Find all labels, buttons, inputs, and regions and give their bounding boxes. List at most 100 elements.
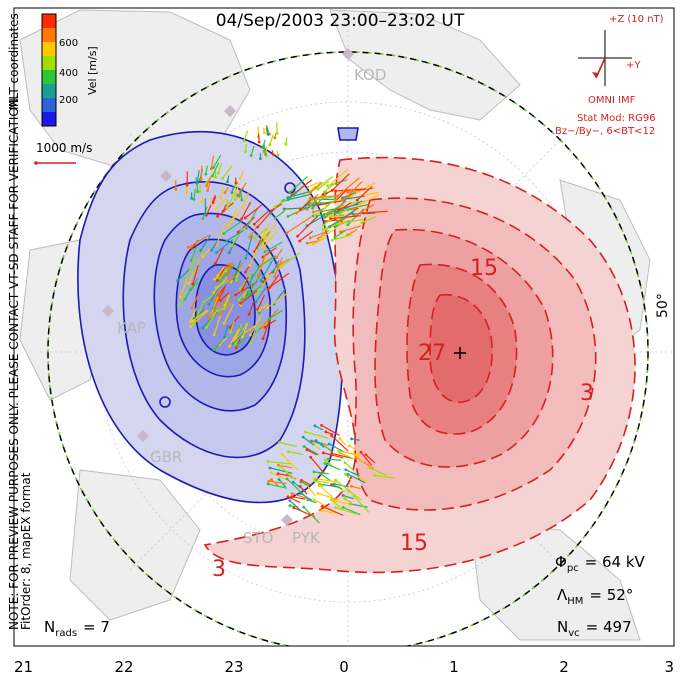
colorbar-cell [42, 70, 56, 84]
velocity-vector-origin [210, 248, 214, 252]
velocity-vector-origin [258, 311, 261, 315]
velocity-vector-origin [278, 464, 282, 468]
velocity-vector-origin [261, 145, 265, 149]
velocity-vector [317, 231, 328, 240]
velocity-vector [345, 469, 360, 477]
velocity-vector-origin [241, 288, 244, 292]
velocity-vector-origin [350, 484, 353, 488]
velocity-vector [324, 459, 334, 467]
mlt-tick-label: 2 [559, 658, 569, 674]
velocity-vector-origin [228, 326, 232, 329]
velocity-vector-origin [268, 143, 272, 147]
velocity-vector [193, 309, 205, 319]
velocity-vector-origin [261, 243, 265, 247]
velocity-vector [222, 165, 233, 179]
velocity-vector [266, 265, 284, 278]
velocity-vector-origin [200, 200, 204, 204]
station-gbr: GBR [150, 448, 182, 466]
velocity-vector [253, 210, 269, 225]
velocity-vector-origin [338, 437, 342, 440]
velocity-vector [307, 499, 317, 504]
velocity-vector [246, 274, 254, 296]
velocity-vector [300, 481, 310, 487]
velocity-vector [267, 292, 289, 309]
velocity-vector-origin [268, 317, 271, 321]
velocity-vector [353, 495, 370, 513]
velocity-vector-origin [332, 482, 336, 486]
velocity-vector-origin [191, 319, 195, 323]
velocity-vector-origin [188, 320, 192, 324]
nvc-stat: Nvc = 497 [557, 618, 632, 639]
velocity-vector-origin [242, 139, 246, 143]
velocity-vector-origin [275, 256, 278, 260]
velocity-vector [237, 336, 248, 346]
velocity-vector-origin [329, 498, 333, 502]
velocity-vector [270, 472, 286, 480]
velocity-vector [220, 291, 230, 301]
velocity-vector [255, 284, 269, 303]
velocity-vector-origin [201, 326, 205, 330]
velocity-vector-origin [214, 207, 218, 211]
velocity-vector-origin [343, 461, 347, 465]
velocity-vector [214, 288, 223, 301]
velocity-vector [215, 220, 228, 246]
velocity-vector [335, 188, 366, 192]
velocity-vector-origin [286, 198, 290, 202]
phi-pc-stat: Φpc = 64 kV [555, 553, 646, 574]
velocity-vector [314, 480, 329, 484]
velocity-vector-origin [344, 468, 348, 472]
velocity-vector [329, 209, 355, 228]
velocity-vector [235, 281, 258, 296]
velocity-vector [321, 424, 340, 436]
velocity-vector-origin [326, 185, 330, 189]
velocity-vector-origin [183, 297, 187, 301]
velocity-vector [210, 155, 215, 169]
velocity-vector-origin [286, 214, 290, 218]
velocity-vector-origin [222, 307, 226, 311]
velocity-vector [189, 282, 199, 291]
colorbar-cell [42, 42, 56, 56]
velocity-vector-origin [288, 504, 292, 508]
velocity-vector-origin [259, 279, 263, 282]
velocity-vector [239, 271, 253, 290]
velocity-vector-origin [196, 190, 200, 193]
velocity-vector-origin [334, 506, 337, 510]
velocity-vector-origin [361, 211, 365, 215]
velocity-vector-origin [276, 264, 280, 268]
velocity-vector [227, 210, 242, 226]
velocity-vector-origin [316, 491, 320, 495]
velocity-vector-origin [286, 196, 290, 200]
velocity-vector-origin [211, 166, 215, 170]
velocity-vector [328, 443, 345, 453]
velocity-vector-origin [314, 439, 318, 442]
velocity-vector-origin [299, 208, 302, 211]
velocity-vector [229, 328, 240, 347]
velocity-vector-origin [273, 205, 277, 209]
velocity-vector [324, 219, 338, 222]
velocity-vector-origin [341, 494, 345, 497]
velocity-vector-origin [213, 298, 217, 302]
velocity-vector [219, 268, 227, 280]
velocity-vector-origin [346, 190, 350, 194]
velocity-vector [231, 227, 244, 247]
velocity-vector-origin [324, 430, 328, 434]
nrads-stat: Nrads = 7 [44, 618, 110, 639]
velocity-vector-origin [305, 241, 309, 245]
mlt-coordinates-label: MLT coordinates [7, 13, 21, 110]
velocity-vector [231, 207, 238, 220]
velocity-vector-origin [326, 457, 330, 461]
velocity-vector-origin [269, 471, 273, 475]
station-pyk: PYK [292, 529, 321, 547]
velocity-vector-origin [252, 222, 256, 226]
velocity-vector-origin [192, 323, 196, 326]
velocity-vector-origin [323, 219, 327, 223]
velocity-vector-origin [234, 181, 238, 185]
velocity-vector [270, 203, 283, 212]
velocity-vector-origin [241, 297, 245, 301]
velocity-vector-origin [271, 153, 275, 156]
velocity-vector-origin [261, 246, 265, 249]
velocity-vector [206, 176, 212, 187]
velocity-vector [248, 300, 255, 315]
velocity-vector [269, 272, 290, 288]
velocity-vector [279, 465, 295, 479]
